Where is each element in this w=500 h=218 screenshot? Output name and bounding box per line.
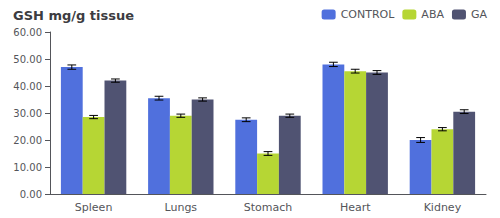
svg-text:Heart: Heart: [340, 201, 371, 214]
svg-text:30.00: 30.00: [13, 108, 42, 119]
svg-text:60.00: 60.00: [13, 27, 42, 38]
svg-text:GA: GA: [471, 8, 488, 21]
svg-text:GSH mg/g tissue: GSH mg/g tissue: [13, 8, 134, 23]
svg-text:50.00: 50.00: [13, 54, 42, 65]
svg-text:Kidney: Kidney: [424, 201, 462, 214]
svg-text:0.00: 0.00: [20, 189, 42, 200]
svg-text:20.00: 20.00: [13, 135, 42, 146]
svg-text:ABA: ABA: [421, 8, 444, 21]
svg-text:Lungs: Lungs: [165, 201, 198, 214]
svg-text:40.00: 40.00: [13, 81, 42, 92]
svg-text:Spleen: Spleen: [75, 201, 113, 214]
svg-text:CONTROL: CONTROL: [341, 8, 396, 21]
svg-text:Stomach: Stomach: [244, 201, 293, 214]
svg-text:10.00: 10.00: [13, 162, 42, 173]
